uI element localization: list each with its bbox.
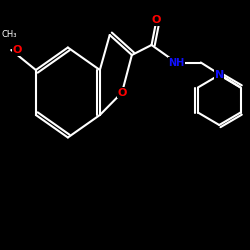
Text: CH₃: CH₃ [1,30,16,40]
Text: O: O [152,15,161,25]
Text: NH: NH [168,58,184,68]
Text: N: N [214,70,224,80]
Text: O: O [13,45,22,55]
Text: O: O [117,88,127,98]
